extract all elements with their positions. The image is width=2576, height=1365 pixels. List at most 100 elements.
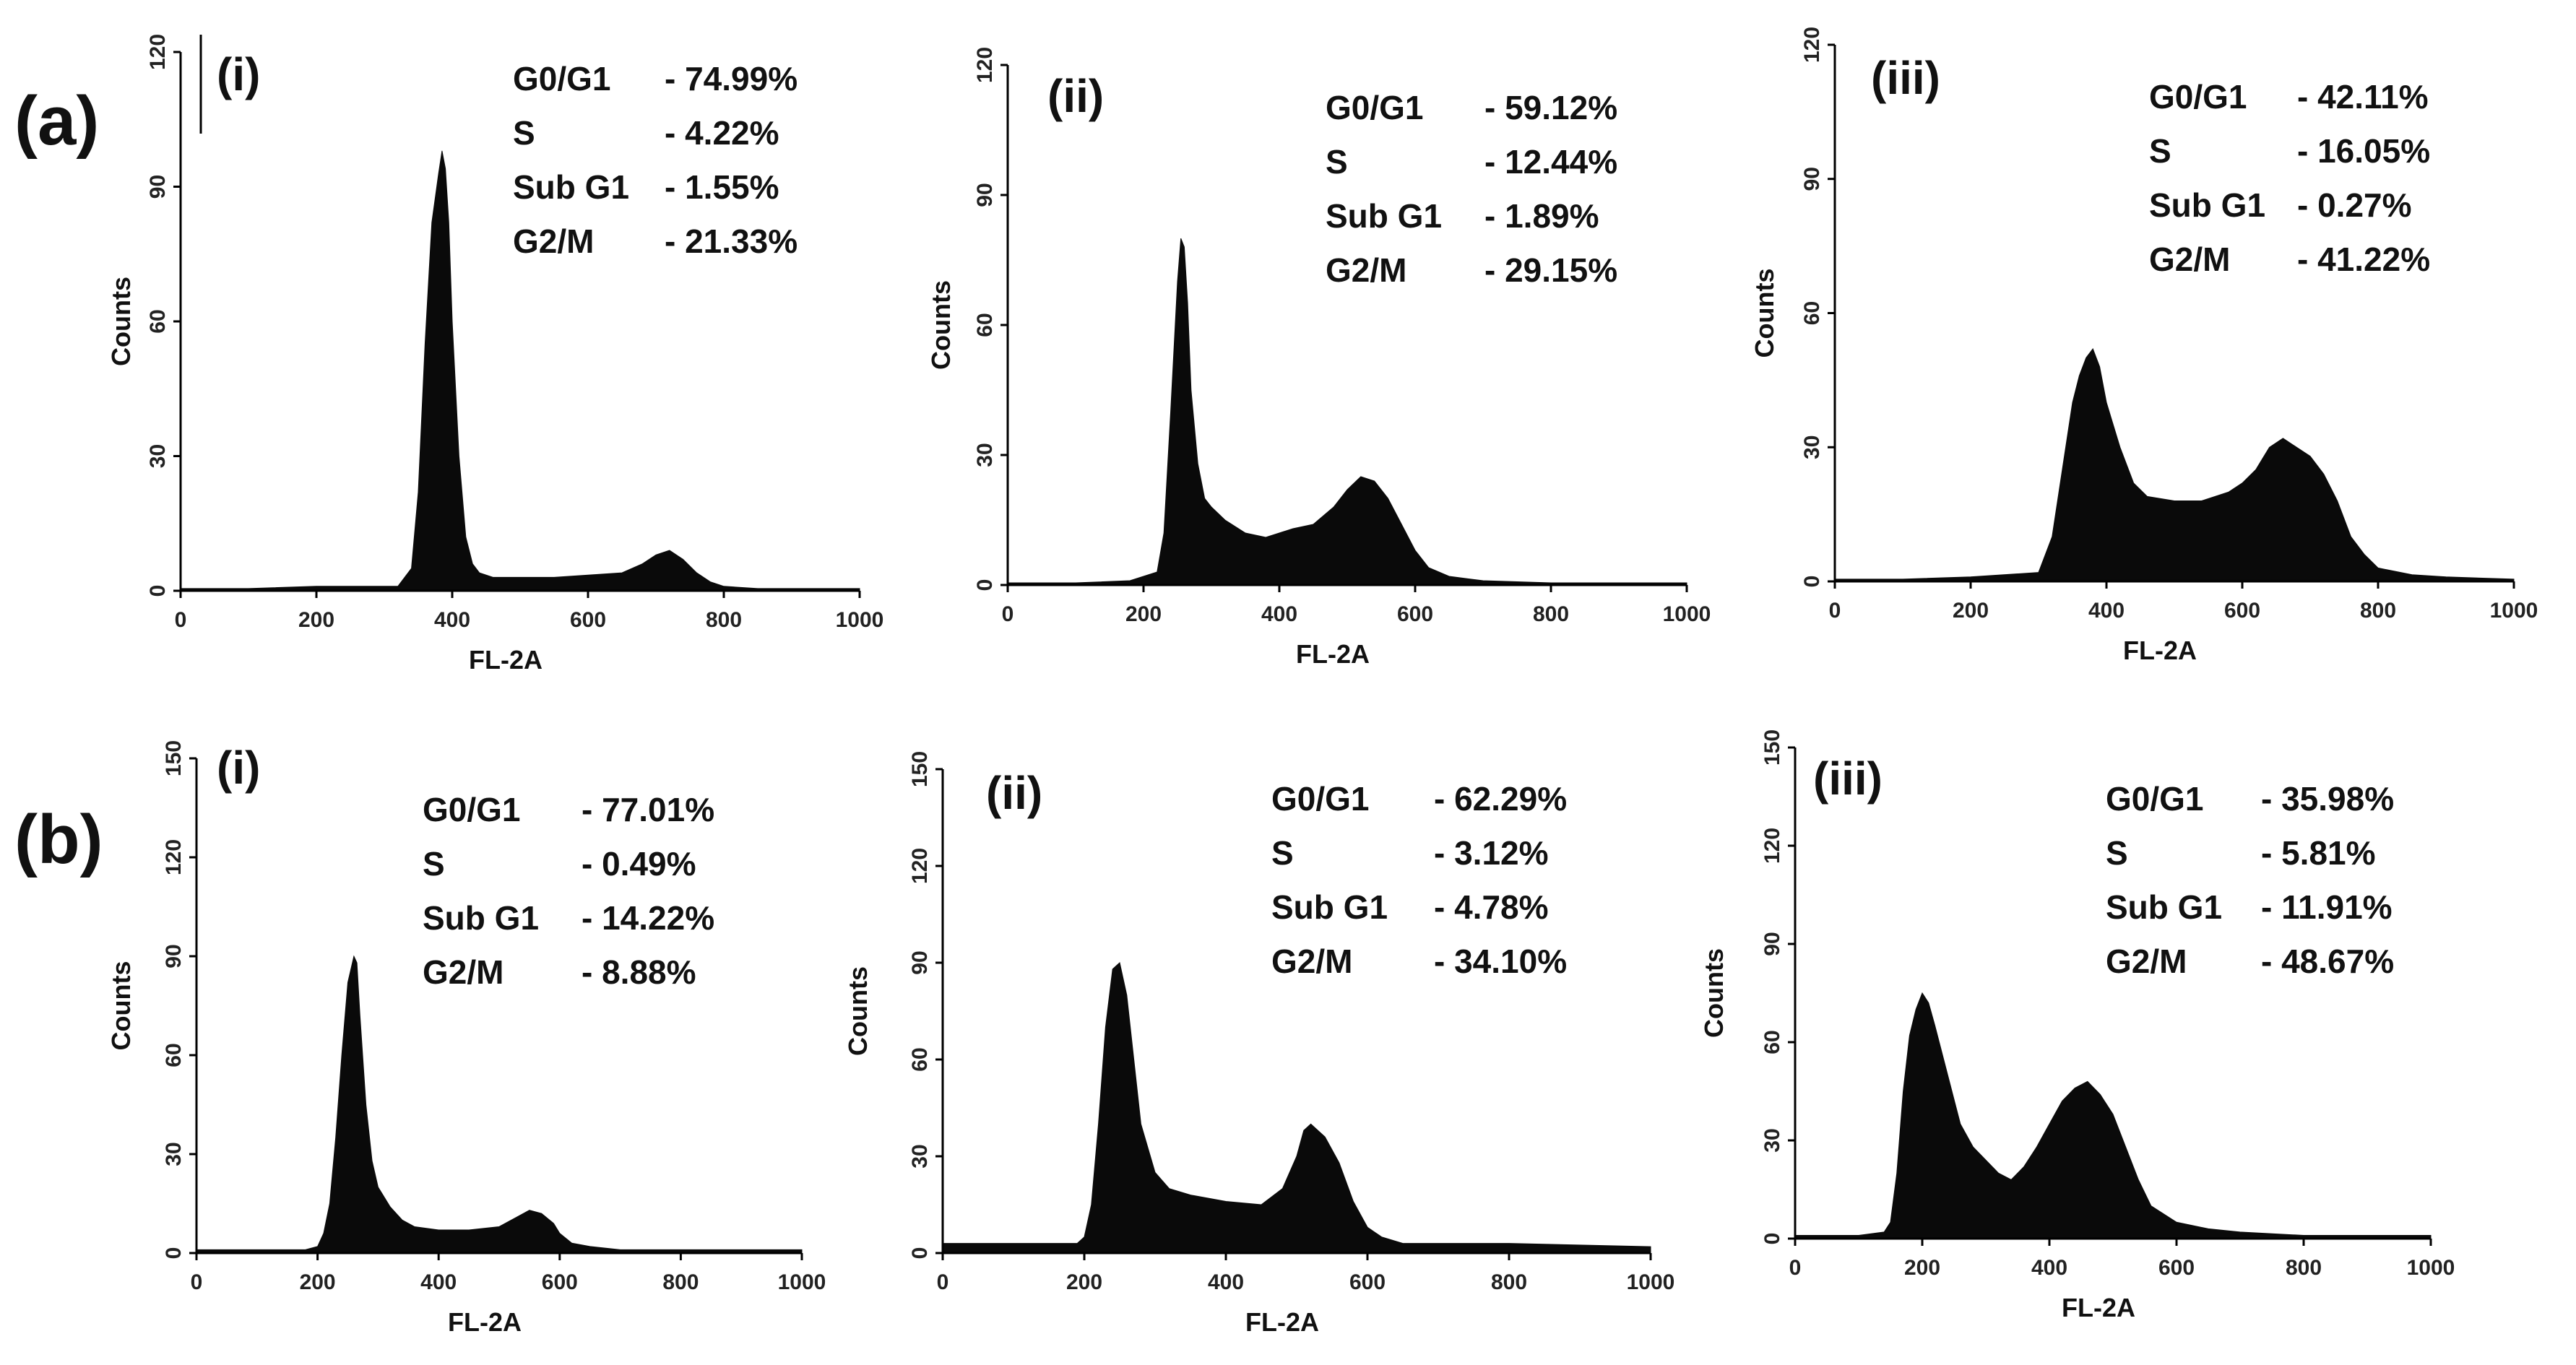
histogram-panel: 0 200 400 600 800 1000 0 30 60 90 120 150 FL-2A Count… [1699, 729, 2455, 1322]
stat-phase-label: G2/M [423, 953, 503, 991]
stat-phase-label: G2/M [513, 222, 594, 260]
stat-phase-label: Sub G1 [423, 899, 539, 937]
y-tick-label: 0 [146, 585, 170, 597]
y-tick-label: 0 [908, 1247, 932, 1260]
y-tick-label: 120 [146, 34, 170, 70]
histogram-panel: 0 200 400 600 800 1000 0 30 60 90 120 FL-2A Counts (i… [1750, 27, 2538, 665]
x-tick-label: 800 [662, 1270, 699, 1294]
stat-phase-value: - 1.89% [1484, 197, 1599, 235]
panel-label: (iii) [1813, 753, 1883, 805]
y-tick-label: 60 [973, 313, 997, 337]
x-tick-label: 0 [1829, 599, 1841, 623]
stat-phase-value: - 1.55% [665, 168, 779, 206]
stat-phase-label: Sub G1 [2149, 186, 2265, 224]
y-tick-label: 60 [146, 309, 170, 333]
x-axis-title: FL-2A [469, 645, 543, 675]
row-label-a: (a) [14, 82, 99, 160]
y-tick-label: 30 [1760, 1128, 1784, 1152]
panel-label: (i) [217, 48, 260, 100]
y-tick-label: 150 [1760, 729, 1784, 766]
y-axis-title: Counts [926, 280, 956, 370]
stat-phase-value: - 34.10% [1434, 942, 1567, 980]
y-tick-label: 90 [146, 175, 170, 199]
stat-phase-label: S [423, 845, 445, 883]
x-tick-label: 200 [300, 1270, 336, 1294]
y-axis-title: Counts [106, 277, 136, 366]
stat-phase-value: - 62.29% [1434, 780, 1567, 818]
x-tick-label: 600 [2224, 599, 2260, 623]
x-tick-label: 200 [1066, 1270, 1102, 1294]
x-axis-title: FL-2A [2062, 1293, 2135, 1322]
x-tick-label: 600 [570, 608, 606, 632]
x-tick-label: 400 [1261, 602, 1297, 626]
stat-phase-label: G0/G1 [1326, 89, 1424, 126]
x-tick-label: 0 [191, 1270, 203, 1294]
x-tick-label: 800 [1491, 1270, 1527, 1294]
x-tick-label: 400 [420, 1270, 457, 1294]
stat-phase-label: S [2149, 132, 2171, 170]
x-tick-label: 1000 [1627, 1270, 1675, 1294]
y-tick-label: 90 [1760, 932, 1784, 956]
histogram-panel: 0 200 400 600 800 1000 0 30 60 90 120 FL-2A Counts (i… [106, 34, 883, 675]
x-axis-title: FL-2A [2123, 636, 2197, 665]
panel-label: (i) [217, 742, 260, 794]
x-tick-label: 600 [2158, 1256, 2195, 1280]
x-tick-label: 0 [175, 608, 187, 632]
histogram-panel: 0 200 400 600 800 1000 0 30 60 90 120 FL-2A Counts (i… [926, 47, 1711, 669]
y-tick-label: 0 [162, 1247, 186, 1260]
stat-phase-value: - 77.01% [582, 791, 714, 828]
y-tick-label: 60 [1760, 1030, 1784, 1054]
x-axis-title: FL-2A [1245, 1307, 1319, 1337]
y-tick-label: 90 [908, 950, 932, 974]
x-tick-label: 800 [2360, 599, 2396, 623]
stat-phase-value: - 8.88% [582, 953, 696, 991]
panel-label: (iii) [1871, 52, 1940, 104]
x-tick-label: 200 [1953, 599, 1989, 623]
stat-phase-label: G2/M [2149, 240, 2230, 278]
stat-phase-label: G0/G1 [423, 791, 521, 828]
stat-phase-label: G0/G1 [1271, 780, 1370, 818]
y-tick-label: 120 [1760, 828, 1784, 864]
x-tick-label: 600 [542, 1270, 578, 1294]
x-tick-label: 600 [1397, 602, 1433, 626]
stat-phase-label: S [513, 114, 535, 152]
stat-phase-value: - 14.22% [582, 899, 714, 937]
stat-phase-value: - 16.05% [2297, 132, 2430, 170]
histogram-area [1794, 992, 2432, 1239]
stat-phase-value: - 59.12% [1484, 89, 1617, 126]
stat-phase-label: G0/G1 [513, 60, 611, 98]
stat-phase-label: S [1271, 834, 1294, 872]
y-tick-label: 30 [908, 1144, 932, 1168]
x-tick-label: 400 [1208, 1270, 1244, 1294]
stat-phase-label: S [2106, 834, 2128, 872]
row-label-b: (b) [14, 801, 103, 878]
panel-label: (ii) [986, 767, 1042, 819]
y-tick-label: 150 [908, 751, 932, 787]
y-tick-label: 0 [1760, 1233, 1784, 1245]
stat-phase-label: G2/M [2106, 942, 2187, 980]
stat-phase-value: - 11.91% [2261, 888, 2393, 926]
x-tick-label: 1000 [778, 1270, 826, 1294]
stat-phase-label: G2/M [1326, 251, 1406, 289]
y-axis-title: Counts [1699, 948, 1729, 1038]
y-tick-label: 120 [162, 839, 186, 875]
x-axis-title: FL-2A [1296, 639, 1370, 669]
y-tick-label: 0 [1800, 576, 1824, 588]
y-tick-label: 120 [908, 848, 932, 884]
x-tick-label: 400 [2088, 599, 2125, 623]
stat-phase-value: - 42.11% [2297, 78, 2429, 116]
stat-phase-label: G2/M [1271, 942, 1352, 980]
x-tick-label: 200 [1904, 1256, 1940, 1280]
x-tick-label: 800 [706, 608, 742, 632]
stat-phase-label: Sub G1 [1271, 888, 1388, 926]
y-axis-title: Counts [1750, 269, 1779, 358]
stat-phase-label: G0/G1 [2106, 780, 2204, 818]
stat-phase-value: - 29.15% [1484, 251, 1617, 289]
y-tick-label: 30 [973, 443, 997, 467]
y-tick-label: 30 [162, 1142, 186, 1166]
histogram-area [1007, 238, 1687, 586]
y-tick-label: 30 [146, 444, 170, 468]
stat-phase-value: - 74.99% [665, 60, 798, 98]
stat-phase-value: - 3.12% [1434, 834, 1549, 872]
